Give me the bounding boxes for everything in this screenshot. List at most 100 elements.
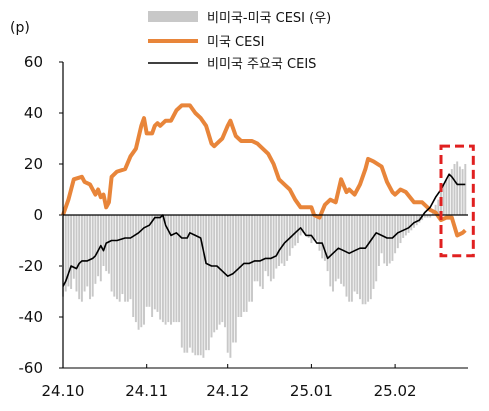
- bar: [86, 215, 89, 287]
- bar: [75, 215, 78, 292]
- bar: [129, 215, 132, 300]
- bar: [207, 215, 210, 351]
- bar: [386, 215, 388, 266]
- x-tick-label: 25.01: [290, 382, 333, 400]
- line-non-us-ceis: [62, 173, 466, 287]
- legend-label-black: 비미국 주요국 CEIS: [207, 57, 316, 72]
- bar: [294, 215, 297, 246]
- bar: [116, 215, 118, 300]
- bar: [413, 215, 415, 228]
- bar: [291, 215, 294, 249]
- bar: [183, 215, 186, 353]
- legend-label-bar: 비미국-미국 CESI (우): [207, 11, 331, 26]
- bar: [253, 215, 256, 282]
- bar: [107, 215, 110, 274]
- x-tick-label: 24.10: [42, 382, 85, 400]
- bar: [221, 215, 224, 323]
- bar: [210, 215, 213, 338]
- y-tick-label: -20: [19, 257, 44, 275]
- bar: [423, 215, 426, 218]
- bar: [345, 215, 348, 297]
- bar: [348, 215, 351, 302]
- line-us-cesi: [61, 103, 467, 238]
- bar: [156, 215, 159, 312]
- bar: [434, 204, 437, 215]
- y-tick-label: -60: [19, 359, 44, 377]
- bar: [97, 215, 100, 277]
- bar: [213, 215, 216, 333]
- bar: [94, 215, 97, 284]
- y-tick-label: 60: [24, 53, 43, 71]
- bar: [453, 164, 456, 215]
- bar: [124, 215, 127, 302]
- bar: [394, 215, 397, 254]
- x-tick-label: 24.11: [125, 382, 168, 400]
- bar: [377, 215, 380, 266]
- y-tick-label: -40: [19, 308, 44, 326]
- bar: [172, 215, 175, 323]
- bar: [83, 215, 86, 292]
- bar: [437, 199, 440, 215]
- x-tick-label: 24.12: [206, 382, 249, 400]
- legend: 비미국-미국 CESI (우) 미국 CESI 비미국 주요국 CEIS: [148, 11, 331, 72]
- line-series: [61, 103, 467, 287]
- bar: [80, 215, 83, 302]
- bar: [369, 215, 372, 300]
- bar: [188, 215, 191, 348]
- bar: [229, 215, 232, 358]
- bar: [302, 215, 305, 233]
- bar: [456, 161, 459, 215]
- bar: [364, 215, 367, 305]
- bar: [175, 215, 178, 323]
- bar: [278, 215, 280, 266]
- bar: [197, 215, 199, 356]
- bar: [464, 164, 467, 215]
- bar: [442, 184, 445, 215]
- bar: [402, 215, 405, 238]
- bar: [110, 215, 113, 292]
- bar: [307, 215, 310, 238]
- bar: [113, 215, 116, 297]
- bar: [461, 169, 464, 215]
- bar: [194, 215, 197, 356]
- bar: [383, 215, 386, 264]
- bar: [296, 215, 299, 244]
- bar: [102, 215, 105, 266]
- bar: [404, 215, 407, 236]
- bar: [359, 215, 361, 300]
- bar: [143, 215, 145, 325]
- bar: [283, 215, 286, 266]
- bar: [153, 215, 156, 310]
- bar: [264, 215, 267, 272]
- bar: [145, 215, 148, 307]
- bar: [429, 215, 432, 218]
- bar: [372, 215, 375, 289]
- legend-label-orange: 미국 CESI: [207, 35, 264, 50]
- bar: [261, 215, 264, 289]
- y-axis-ticks: 60 40 20 0 -20 -40 -60: [19, 53, 63, 377]
- bar: [388, 215, 391, 264]
- bar: [361, 215, 364, 305]
- bar: [458, 166, 461, 215]
- bar: [280, 215, 283, 264]
- bar: [310, 215, 313, 244]
- bar: [191, 215, 194, 353]
- bar: [399, 215, 402, 244]
- bar: [202, 215, 205, 358]
- bar: [288, 215, 291, 256]
- y-tick-label: 20: [24, 155, 43, 173]
- bar: [64, 215, 67, 292]
- bar: [205, 215, 208, 351]
- bar: [118, 215, 121, 302]
- y-tick-label: 0: [33, 206, 43, 224]
- bar: [275, 215, 278, 269]
- bar: [426, 215, 429, 218]
- bar: [267, 215, 270, 277]
- bar: [151, 215, 154, 317]
- bar: [234, 215, 237, 343]
- bar: [67, 215, 70, 287]
- bar: [99, 215, 102, 282]
- legend-swatch-bar: [148, 11, 198, 22]
- bar: [269, 215, 272, 282]
